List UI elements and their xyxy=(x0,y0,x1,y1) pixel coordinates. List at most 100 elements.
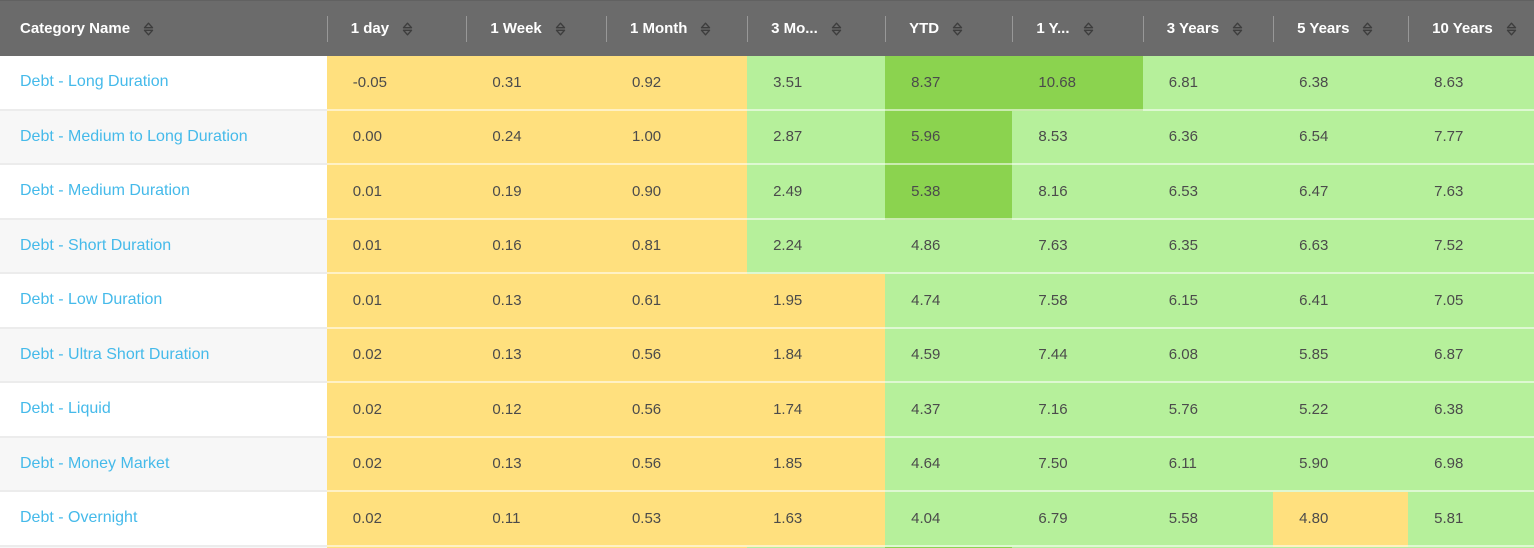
value-cell-1d: 0.01 xyxy=(326,219,467,274)
table-row: Debt - Overnight 0.02 0.11 0.53 1.63 4.04 6.79… xyxy=(0,492,1534,547)
value-cell-1y: 8.53 xyxy=(1012,110,1143,165)
column-header-label: 10 Years xyxy=(1432,20,1493,37)
value-cell-10y: 7.63 xyxy=(1408,165,1534,220)
column-header-label: 1 Month xyxy=(629,20,688,37)
value-cell-1y: 7.50 xyxy=(1012,437,1143,492)
value-cell-1d: 0.01 xyxy=(326,165,467,220)
value-cell-1w: 0.12 xyxy=(466,383,606,438)
value-cell-1w xyxy=(466,546,606,548)
value-cell-1w: 0.24 xyxy=(466,110,606,165)
table-row: Debt - Medium Duration 0.01 0.19 0.90 2.49 5.… xyxy=(0,165,1534,220)
column-header-ytd[interactable]: YTD xyxy=(885,0,1013,56)
value-cell-3y: 6.11 xyxy=(1142,437,1274,492)
value-cell-ytd: 5.96 xyxy=(885,110,1013,165)
value-cell-3mo xyxy=(747,546,886,548)
value-cell-1d: 0.02 xyxy=(326,492,467,547)
value-cell-1y: 10.68 xyxy=(1012,56,1143,111)
value-cell-1w: 0.13 xyxy=(466,437,606,492)
category-link[interactable]: Debt - Money Market xyxy=(20,454,170,472)
value-cell-5y xyxy=(1273,546,1409,548)
value-cell-5y: 5.90 xyxy=(1273,437,1409,492)
column-header-3mo[interactable]: 3 Mo... xyxy=(747,0,886,56)
value-cell-1w: 0.19 xyxy=(466,165,606,220)
category-link[interactable]: Debt - Overnight xyxy=(20,509,138,527)
value-cell-1m: 0.92 xyxy=(605,56,748,111)
category-cell: Debt - Long Duration xyxy=(0,56,327,111)
category-link[interactable]: Debt - Liquid xyxy=(20,400,111,418)
column-header-1m[interactable]: 1 Month xyxy=(605,0,748,56)
column-header-label: 3 Years xyxy=(1166,20,1220,37)
value-cell-1m: 0.56 xyxy=(605,328,748,383)
category-link[interactable]: Debt - Short Duration xyxy=(20,236,172,254)
value-cell-1d xyxy=(326,546,467,548)
value-cell-3mo: 3.51 xyxy=(747,56,886,111)
column-header-1w[interactable]: 1 Week xyxy=(466,0,606,56)
value-cell-3mo: 1.74 xyxy=(747,383,886,438)
sort-diamond-icon xyxy=(402,22,413,36)
value-cell-1d: 0.01 xyxy=(326,274,467,329)
value-cell-ytd: 4.64 xyxy=(885,437,1013,492)
sort-diamond-icon xyxy=(1083,22,1094,36)
sort-diamond-icon xyxy=(555,22,566,36)
value-cell-3mo: 1.84 xyxy=(747,328,886,383)
column-header-1d[interactable]: 1 day xyxy=(326,0,467,56)
value-cell-3y xyxy=(1142,546,1274,548)
value-cell-1m: 0.56 xyxy=(605,437,748,492)
category-cell: Debt - Short Duration xyxy=(0,219,327,274)
value-cell-1m: 0.56 xyxy=(605,383,748,438)
value-cell-ytd: 4.37 xyxy=(885,383,1013,438)
table-row: Debt - Liquid 0.02 0.12 0.56 1.74 4.37 7.16 5.7… xyxy=(0,383,1534,438)
value-cell-3mo: 2.24 xyxy=(747,219,886,274)
value-cell-1y: 7.63 xyxy=(1012,219,1143,274)
value-cell-5y: 6.47 xyxy=(1273,165,1409,220)
column-header-1y[interactable]: 1 Y... xyxy=(1012,0,1143,56)
value-cell-ytd: 5.38 xyxy=(885,165,1013,220)
value-cell-3mo: 2.49 xyxy=(747,165,886,220)
category-link[interactable]: Debt - Ultra Short Duration xyxy=(20,345,210,363)
value-cell-3y: 6.08 xyxy=(1142,328,1274,383)
value-cell-10y: 7.52 xyxy=(1408,219,1534,274)
value-cell-ytd xyxy=(885,546,1013,548)
column-header-label: 5 Years xyxy=(1297,20,1350,37)
value-cell-3y: 6.15 xyxy=(1142,274,1274,329)
column-header-label: Category Name xyxy=(20,20,131,37)
category-link[interactable]: Debt - Low Duration xyxy=(20,291,163,309)
value-cell-10y: 6.98 xyxy=(1408,437,1534,492)
value-cell-ytd: 4.74 xyxy=(885,274,1013,329)
table-row: Debt - Low Duration 0.01 0.13 0.61 1.95 4.74 7… xyxy=(0,274,1534,329)
value-cell-5y: 4.80 xyxy=(1273,492,1409,547)
value-cell-1d: 0.02 xyxy=(326,328,467,383)
category-link[interactable]: Debt - Medium to Long Duration xyxy=(20,127,248,145)
column-header-10y[interactable]: 10 Years xyxy=(1408,0,1534,56)
column-header-label: 1 Y... xyxy=(1036,20,1070,37)
value-cell-10y: 6.87 xyxy=(1408,328,1534,383)
category-link[interactable]: Debt - Medium Duration xyxy=(20,182,190,200)
value-cell-1m: 0.90 xyxy=(605,165,748,220)
value-cell-1w: 0.31 xyxy=(466,56,606,111)
value-cell-3y: 6.35 xyxy=(1142,219,1274,274)
sort-diamond-icon xyxy=(700,22,711,36)
column-header-label: 1 Week xyxy=(490,20,542,37)
value-cell-5y: 6.63 xyxy=(1273,219,1409,274)
column-header-5y[interactable]: 5 Years xyxy=(1273,0,1409,56)
sort-diamond-icon xyxy=(1362,22,1373,36)
column-header-3y[interactable]: 3 Years xyxy=(1142,0,1274,56)
value-cell-10y: 7.77 xyxy=(1408,110,1534,165)
value-cell-3mo: 1.95 xyxy=(747,274,886,329)
category-cell: Debt - Low Duration xyxy=(0,274,327,329)
value-cell-1y xyxy=(1012,546,1143,548)
category-link[interactable]: Debt - Long Duration xyxy=(20,73,169,91)
category-cell: Debt - Ultra Short Duration xyxy=(0,328,327,383)
column-header-category[interactable]: Category Name xyxy=(0,0,327,56)
value-cell-1y: 6.79 xyxy=(1012,492,1143,547)
value-cell-3mo: 2.87 xyxy=(747,110,886,165)
value-cell-5y: 6.54 xyxy=(1273,110,1409,165)
value-cell-3y: 5.76 xyxy=(1142,383,1274,438)
value-cell-ytd: 4.04 xyxy=(885,492,1013,547)
value-cell-5y: 6.38 xyxy=(1273,56,1409,111)
value-cell-10y: 6.38 xyxy=(1408,383,1534,438)
value-cell-3y: 6.36 xyxy=(1142,110,1274,165)
column-header-label: 3 Mo... xyxy=(771,20,818,37)
value-cell-1d: 0.02 xyxy=(326,383,467,438)
